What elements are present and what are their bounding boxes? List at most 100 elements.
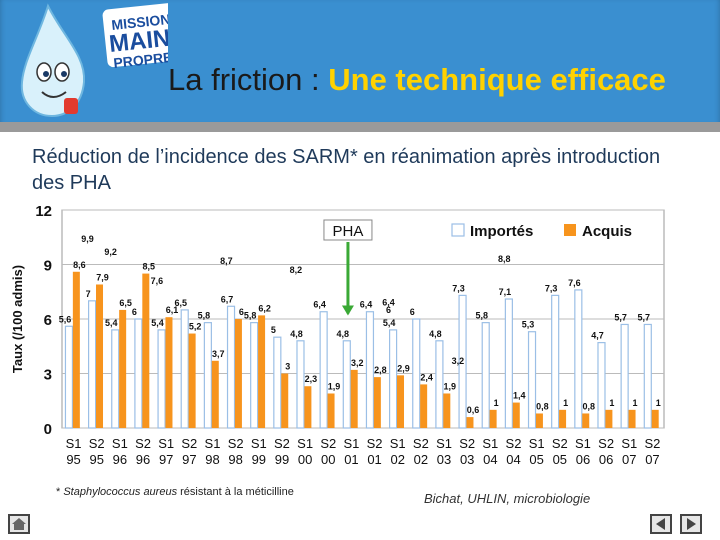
legend-label-importes: Importés xyxy=(470,223,533,240)
x-tick-label-top: S1 xyxy=(66,436,82,451)
x-tick-label-top: S2 xyxy=(367,436,383,451)
y-tick-label: 6 xyxy=(44,312,52,329)
x-tick-label-top: S2 xyxy=(552,436,568,451)
bar-importes xyxy=(643,323,652,429)
extra-data-label: 8,2 xyxy=(290,265,303,275)
data-label-importes: 5,8 xyxy=(198,311,211,321)
extra-data-label: 6,4 xyxy=(382,298,395,308)
x-tick-label-top: S1 xyxy=(575,436,591,451)
x-tick-label-bottom: 06 xyxy=(576,452,590,467)
data-label-acquis: 3 xyxy=(285,362,290,372)
x-tick-label-bottom: 95 xyxy=(66,452,80,467)
bar-acquis xyxy=(234,319,242,428)
bar-importes xyxy=(134,318,143,429)
x-tick-label-bottom: 96 xyxy=(113,452,127,467)
data-label-acquis: 6 xyxy=(239,307,244,317)
data-label-acquis: 1 xyxy=(609,398,614,408)
x-tick-label-bottom: 04 xyxy=(506,452,520,467)
x-tick-label-bottom: 03 xyxy=(460,452,474,467)
bar-importes xyxy=(458,294,467,429)
x-tick-label-bottom: 98 xyxy=(205,452,219,467)
prev-icon xyxy=(656,518,665,530)
data-label-acquis: 0,8 xyxy=(536,401,549,411)
data-label-acquis: 6,1 xyxy=(166,305,179,315)
bar-acquis xyxy=(535,413,543,428)
water-drop-mascot xyxy=(20,3,86,118)
data-label-importes: 5,8 xyxy=(475,311,488,321)
data-label-importes: 7,1 xyxy=(499,287,512,297)
bar-importes xyxy=(527,331,537,429)
x-tick-label-top: S2 xyxy=(644,436,660,451)
data-label-acquis: 3,7 xyxy=(212,349,225,359)
data-label-acquis: 1 xyxy=(563,398,568,408)
mascot-logo: MISSION MAINS PROPRES !!! xyxy=(20,2,168,118)
bar-importes xyxy=(620,323,629,429)
source-credit: Bichat, UHLIN, microbiologie xyxy=(424,491,591,506)
bar-acquis xyxy=(165,317,173,428)
bar-acquis xyxy=(373,377,381,428)
bar-acquis xyxy=(651,409,659,428)
bar-importes xyxy=(111,329,120,429)
x-tick-label-bottom: 05 xyxy=(553,452,567,467)
data-label-acquis: 1 xyxy=(656,398,661,408)
data-label-acquis: 5,2 xyxy=(189,322,202,332)
extra-data-label: 9,9 xyxy=(81,234,94,244)
bar-acquis xyxy=(258,315,266,428)
data-label-acquis: 0,8 xyxy=(582,401,595,411)
extra-data-label: 8,7 xyxy=(220,256,233,266)
bar-acquis xyxy=(466,417,474,428)
data-label-importes: 5 xyxy=(271,325,276,335)
legend-label-acquis: Acquis xyxy=(582,223,632,240)
data-label-acquis: 2,8 xyxy=(374,365,387,375)
x-tick-label-top: S2 xyxy=(598,436,614,451)
x-tick-label-bottom: 99 xyxy=(275,452,289,467)
data-label-importes: 5,7 xyxy=(614,312,627,322)
data-label-acquis: 2,3 xyxy=(305,374,318,384)
next-slide-button[interactable] xyxy=(680,514,702,534)
page-title: La friction : Une technique efficace xyxy=(168,62,666,97)
x-tick-label-top: S1 xyxy=(621,436,637,451)
bar-importes xyxy=(389,329,398,429)
data-label-importes: 6 xyxy=(410,307,415,317)
bar-importes xyxy=(412,318,421,429)
page-title-accent: Une technique efficace xyxy=(328,62,666,97)
home-button[interactable] xyxy=(8,514,30,534)
bar-acquis xyxy=(559,409,567,428)
data-label-acquis: 1 xyxy=(633,398,638,408)
x-tick-label-top: S1 xyxy=(112,436,128,451)
x-tick-label-bottom: 97 xyxy=(159,452,173,467)
y-tick-label: 3 xyxy=(44,367,52,384)
data-label-acquis: 1,9 xyxy=(444,381,457,391)
data-label-importes: 5,7 xyxy=(638,312,651,322)
bar-acquis xyxy=(72,271,80,428)
x-tick-label-bottom: 00 xyxy=(298,452,312,467)
data-label-importes: 6,7 xyxy=(221,294,234,304)
data-label-importes: 4,8 xyxy=(429,329,442,339)
bar-acquis xyxy=(489,409,497,428)
x-tick-label-bottom: 00 xyxy=(321,452,335,467)
data-label-acquis: 2,4 xyxy=(420,372,433,382)
footnote: * Staphylococcus aureus résistant à la m… xyxy=(56,486,294,498)
x-tick-label-bottom: 02 xyxy=(414,452,428,467)
header-banner: MISSION MAINS PROPRES !!! La friction : … xyxy=(0,0,720,130)
bar-importes xyxy=(203,322,212,429)
x-tick-label-top: S1 xyxy=(482,436,498,451)
home-icon xyxy=(12,518,26,530)
bar-importes xyxy=(365,311,375,429)
bar-importes xyxy=(504,298,513,429)
data-label-importes: 4,7 xyxy=(591,331,604,341)
data-label-importes: 5,6 xyxy=(59,314,72,324)
data-label-importes: 6,5 xyxy=(174,298,187,308)
prev-slide-button[interactable] xyxy=(650,514,672,534)
bar-acquis xyxy=(327,393,335,428)
data-label-importes: 5,8 xyxy=(244,311,257,321)
bar-importes xyxy=(597,342,606,429)
data-label-acquis: 8,5 xyxy=(143,262,156,272)
x-tick-label-top: S2 xyxy=(320,436,336,451)
bar-importes xyxy=(87,300,97,429)
data-label-acquis: 1 xyxy=(494,398,499,408)
x-tick-label-top: S1 xyxy=(158,436,174,451)
y-tick-label: 9 xyxy=(44,258,52,275)
bar-importes xyxy=(551,294,560,429)
